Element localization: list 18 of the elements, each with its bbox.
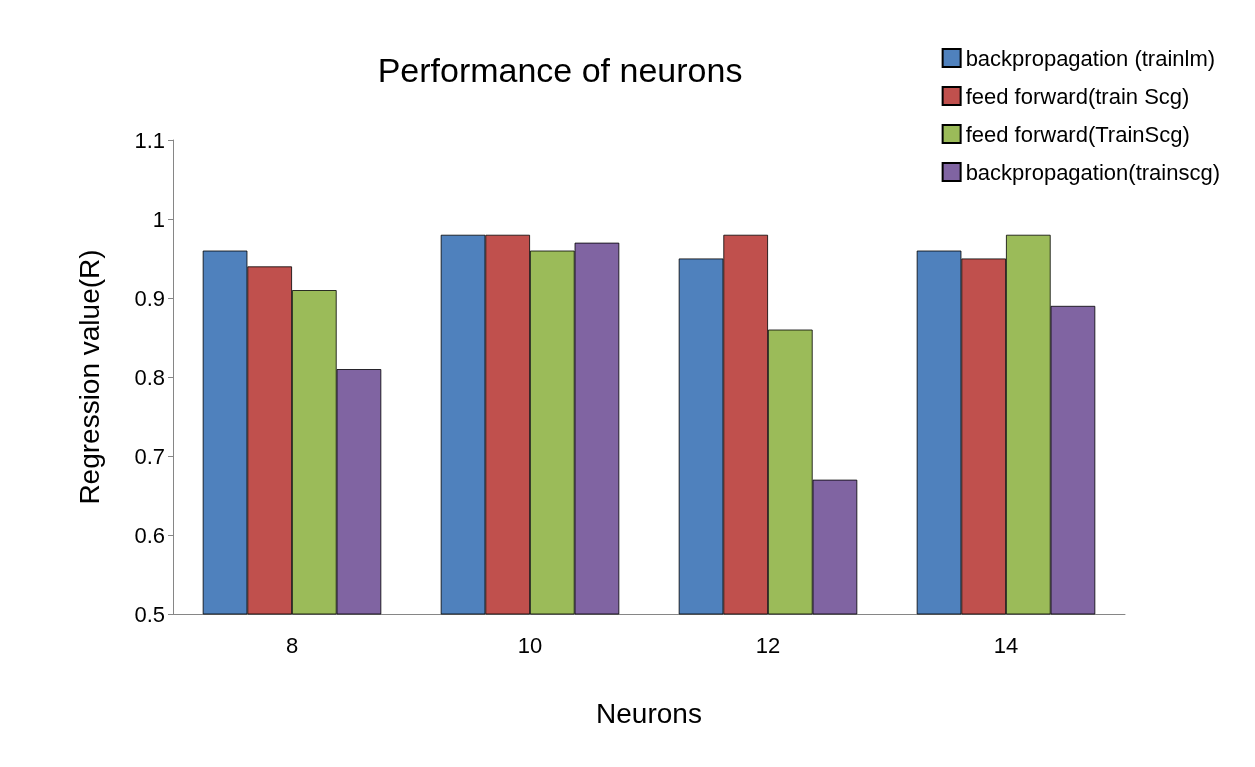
x-tick-label: 8 [285,632,299,658]
y-tick-label: 0.6 [134,522,165,548]
y-tick-label: 0.5 [134,601,165,627]
y-tick-label: 0.8 [134,364,165,390]
legend-label: backpropagation(trainscg) [965,159,1221,185]
x-tick-label: 14 [993,632,1019,658]
x-axis-title: Neurons [596,697,702,729]
legend-label: backpropagation (trainlm) [965,45,1216,71]
x-tick-label: 12 [755,632,781,658]
y-axis-title: Regression value(R) [73,249,105,505]
legend-label: feed forward(train Scg) [965,83,1190,109]
legend-label: feed forward(TrainScg) [965,121,1190,147]
y-tick-label: 0.7 [134,443,165,469]
y-tick-label: 0.9 [134,285,165,311]
x-tick-label: 10 [517,632,543,658]
y-tick-label: 1.1 [134,127,165,153]
y-tick-label: 1 [152,206,165,232]
chart-title: Performance of neurons [377,51,743,89]
